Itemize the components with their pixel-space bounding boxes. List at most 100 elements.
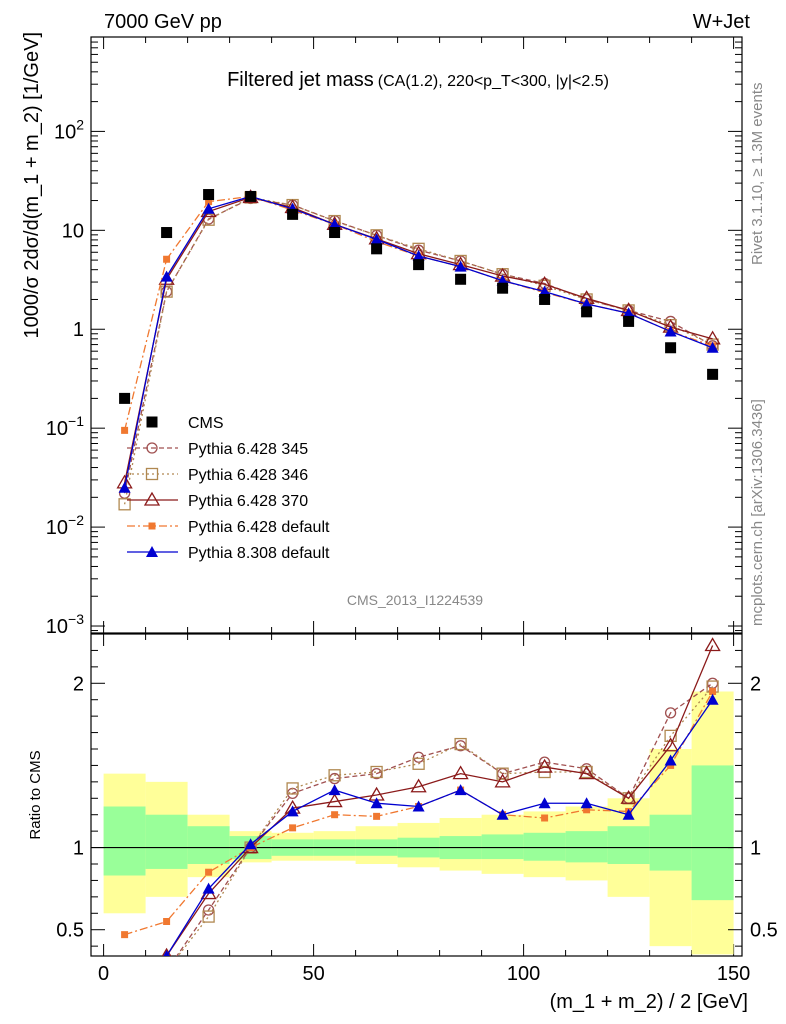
y-tick-label: 10−3 (46, 611, 84, 638)
main-plot: 10−3 10−2 10−1 1 10 102 (46, 36, 743, 956)
ratio-y-tick-label: 2 (73, 673, 84, 695)
ratio-point (328, 784, 341, 796)
data-point (371, 243, 383, 255)
ratio-point (496, 767, 509, 780)
ratio-point (286, 782, 299, 795)
y-tick-label: 10−2 (46, 512, 84, 539)
y-tick-label: 10−1 (46, 413, 84, 440)
ratio-point (541, 814, 549, 822)
ratio-point (119, 992, 130, 1003)
ratio-point (331, 811, 339, 819)
ratio-band-inner (481, 834, 524, 860)
ratio-point (202, 904, 215, 916)
series-point (202, 202, 215, 214)
legend-label-1: Pythia 6.428 346 (188, 467, 308, 484)
legend-marker-4 (146, 546, 158, 557)
series-point (706, 341, 719, 353)
ratio-band-inner (607, 826, 650, 864)
legend-marker-0 (146, 442, 158, 454)
legend-label-0: Pythia 6.428 345 (188, 441, 308, 458)
ratio-point (664, 754, 677, 766)
ratio-line-0 (176, 682, 713, 956)
data-point (581, 306, 593, 318)
data-point (329, 227, 341, 239)
ratio-point (163, 918, 171, 925)
x-tick-label: 100 (507, 963, 540, 985)
ratio-point (494, 773, 511, 788)
data-point (119, 392, 131, 404)
ratio-point (162, 966, 172, 976)
x-axis-label: (m_1 + m_2) / 2 [GeV] (550, 991, 748, 1013)
ratio-point (706, 693, 719, 705)
ratio-point (538, 797, 551, 809)
ratio-point (412, 757, 425, 770)
data-point (413, 259, 425, 271)
legend-label-4: Pythia 8.308 default (188, 545, 330, 562)
ratio-point (205, 868, 213, 876)
ratio-point (373, 812, 381, 820)
ratio-point (289, 824, 297, 832)
ratio-point (664, 729, 677, 743)
series-point (118, 498, 131, 511)
ratio-point (286, 805, 299, 817)
ratio-point (452, 765, 469, 780)
legend: CMS Pythia 6.428 345 Pythia 6.428 346 Pythi… (127, 415, 330, 562)
ratio-point (580, 797, 593, 809)
ratio-point (121, 931, 129, 939)
chart-title: Filtered jet mass (CA(1.2), 220<p_T<300, … (227, 69, 609, 91)
main-frame (90, 36, 743, 634)
ratio-point (410, 778, 427, 793)
data-point (203, 189, 215, 201)
data-point (161, 227, 173, 239)
ratio-point (120, 989, 130, 999)
legend-label-2: Pythia 6.428 370 (188, 493, 308, 510)
ratio-band-inner (691, 765, 734, 901)
header-left: 7000 GeV pp (104, 11, 222, 33)
ratio-band-inner (103, 806, 146, 876)
legend-marker-2 (143, 491, 161, 506)
ratio-point (709, 688, 717, 695)
data-point (455, 273, 467, 285)
ratio-point (163, 950, 170, 956)
ratio-point (244, 838, 257, 850)
ratio-frame (90, 633, 743, 957)
ratio-y-tick-label: 1 (73, 838, 84, 860)
ratio-line-2 (165, 645, 714, 956)
ratio-band-inner (523, 832, 566, 861)
legend-label-3: Pythia 6.428 default (188, 519, 330, 536)
series-point (622, 307, 635, 319)
series-point (160, 285, 173, 298)
ratio-bands (103, 691, 734, 955)
ratio-y-tick-label-right: 0.5 (750, 920, 778, 942)
series-point (538, 285, 551, 297)
title-sub: (CA(1.2), 220<p_T<300, |y|<2.5) (378, 73, 609, 90)
ratio-band-inner (649, 814, 692, 871)
y-tick-label: 1 (73, 319, 84, 341)
ratio-point (536, 758, 553, 773)
ratio-band-inner (187, 826, 230, 864)
series-point (664, 325, 677, 337)
ratio-point (161, 965, 172, 976)
ratio-band-inner (145, 814, 188, 869)
mcplots-label: mcplots.cern.ch [arXiv:1306.3436] (749, 399, 766, 626)
ratio-point (664, 707, 677, 719)
legend-marker-data (146, 416, 158, 428)
ratio-point (496, 808, 509, 820)
ratio-point (412, 800, 425, 812)
ratio-point (118, 982, 132, 994)
header-right: W+Jet (693, 11, 751, 33)
analysis-tag: CMS_2013_I1224539 (347, 592, 483, 608)
ratio-point (370, 797, 383, 809)
y-tick-label: 10 (62, 220, 84, 242)
ratio-y-label: Ratio to CMS (27, 750, 44, 839)
data-point (665, 342, 677, 354)
series-point (412, 250, 425, 262)
data-point (245, 190, 257, 202)
ratio-point (370, 765, 383, 779)
ratio-point (622, 808, 635, 820)
legend-marker-1 (145, 467, 159, 481)
ratio-point (620, 789, 637, 804)
title-main: Filtered jet mass (227, 69, 374, 91)
